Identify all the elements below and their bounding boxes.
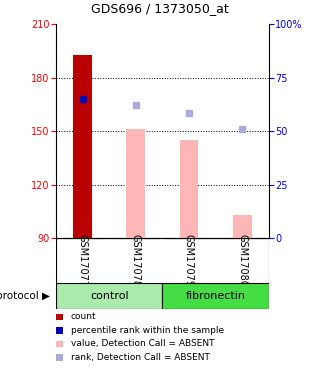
Text: GDS696 / 1373050_at: GDS696 / 1373050_at <box>91 2 229 15</box>
Text: percentile rank within the sample: percentile rank within the sample <box>71 326 224 335</box>
Text: rank, Detection Call = ABSENT: rank, Detection Call = ABSENT <box>71 353 210 362</box>
Bar <box>163 283 269 309</box>
Bar <box>180 140 198 238</box>
Text: GSM17077: GSM17077 <box>77 234 88 287</box>
Text: GSM17078: GSM17078 <box>131 234 141 287</box>
Bar <box>73 55 92 238</box>
Bar <box>233 215 252 238</box>
Text: value, Detection Call = ABSENT: value, Detection Call = ABSENT <box>71 339 214 348</box>
Text: GSM17079: GSM17079 <box>184 234 194 287</box>
Bar <box>126 129 145 238</box>
Text: control: control <box>90 291 129 301</box>
Text: protocol ▶: protocol ▶ <box>0 291 50 301</box>
Text: fibronectin: fibronectin <box>186 291 246 301</box>
Text: GSM17080: GSM17080 <box>237 234 247 287</box>
Text: count: count <box>71 312 96 321</box>
Bar <box>56 283 163 309</box>
